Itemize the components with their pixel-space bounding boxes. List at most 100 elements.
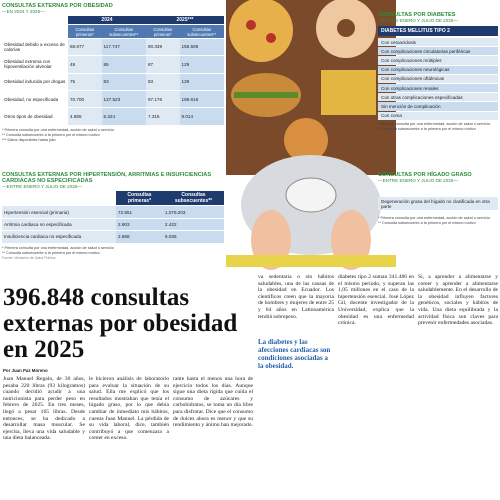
note: ** Consulta subsecuente a la primera por…: [2, 250, 100, 255]
cell: 87: [145, 55, 180, 74]
column-header: Consultas subsecuentes**: [101, 24, 146, 39]
pizza: [229, 0, 293, 62]
table-row: Otros tipos de obesidad 4.885 6.324 7.315 9.…: [2, 107, 224, 126]
row-label: Obesidad, no especificada: [2, 90, 68, 109]
table-row: Obesidad, no especificada 70.700 127.523 97…: [2, 90, 224, 109]
corner: [2, 191, 116, 207]
column-header: Consultas primeras*: [145, 24, 180, 39]
source: Fuente: Ministerio de Salud Pública: [2, 255, 56, 260]
diabetes-item: Con complicaciones múltiples: [378, 56, 498, 65]
cell: 155.508: [179, 38, 224, 57]
article-column: le hicieron análisis de laboratorio para…: [89, 376, 169, 442]
diabetes-item: Con complicaciones renales: [378, 83, 498, 93]
column-header: Consultas primeras*: [68, 24, 102, 39]
box-title: CONSULTAS POR DIABETES: [378, 12, 456, 18]
box-subtitle: —ENTRE ENERO Y JULIO DE 2025—: [378, 178, 458, 183]
row-label: Insuficiencia cardiaca no especificada: [2, 230, 116, 244]
cell: 83: [101, 73, 146, 91]
headline: 396.848 consultas externas por obesidad …: [3, 284, 238, 363]
cell: 2.668: [116, 230, 164, 244]
cell: 49: [68, 55, 102, 74]
food-and-scale-photo: [226, 0, 396, 270]
obesity-table-block: CONSULTAS EXTERNAS POR OBESIDAD —EN 2024…: [2, 3, 224, 143]
measuring-tape: [226, 255, 396, 267]
cell: 72.851: [116, 205, 164, 219]
cell: 97.176: [145, 90, 180, 109]
diabetes-item: Con complicaciones oftálmicas: [378, 74, 498, 83]
note: * Primera consulta por una enfermedad, a…: [2, 245, 114, 250]
cell: 129: [179, 73, 224, 91]
article-column: Sí, a aprender a alimentarse y comer y a…: [418, 274, 498, 327]
article-column: rante hasta el menos una hora de ejercic…: [173, 376, 253, 429]
diabetes-item: Con otras complicaciones especificadas: [378, 93, 498, 102]
diabetes-item: Con complicaciones circulatorias perifér…: [378, 47, 498, 56]
header-row: 2024 2025***: [2, 16, 224, 26]
note: *** Datos disponibles hasta julio: [2, 137, 56, 142]
cell: 1.079.203: [163, 205, 224, 219]
table-row: Obesidad debido a exceso de calorías 68.9…: [2, 38, 224, 57]
byline: Por Juan Paz Moreno: [3, 368, 48, 373]
diabetes-list: Con cetoacidosis Con complicaciones circu…: [378, 38, 498, 120]
table-subtitle: —EN 2024 Y 2025—: [2, 9, 45, 14]
table-notes: * Primera consulta por una enfermedad, a…: [2, 128, 224, 143]
row-label: Obesidad extrema con hipoventilación alv…: [2, 55, 68, 74]
diabetes-item: Con cetoacidosis: [378, 38, 498, 47]
cell: 75: [68, 73, 102, 91]
table-row: Obesidad inducida por drogas 75 83 83 129: [2, 73, 224, 91]
header-row: Consultas primeras* Consultas subsecuente…: [2, 191, 224, 207]
column-header: Consultas subsecuentes**: [179, 24, 224, 39]
row-label: Arritmia cardiaca no especificada: [2, 218, 116, 232]
diabetes-item: Con coma: [378, 111, 498, 120]
cell: 85: [101, 55, 146, 74]
cell: 127.523: [101, 90, 146, 109]
note: * Primera consulta por una enfermedad, a…: [378, 121, 490, 126]
box-title: CONSULTAS POR HÍGADO GRASO: [378, 172, 472, 178]
table-title: CONSULTAS EXTERNAS POR HIPERTENSIÓN, ARR…: [2, 172, 212, 184]
fried-food: [284, 118, 328, 162]
cell: 4.885: [68, 107, 102, 126]
box-notes: * Primera consulta por una enfermedad, a…: [378, 216, 498, 226]
cell: 2.422: [163, 218, 224, 232]
cell: 9.014: [179, 107, 224, 126]
cell: 2.903: [116, 218, 164, 232]
cell: 6.324: [101, 107, 146, 126]
table-title: CONSULTAS EXTERNAS POR OBESIDAD: [2, 3, 113, 9]
year-header: 2024: [68, 16, 146, 26]
liver-item: Degeneración grasa del hígado no clasifi…: [378, 197, 498, 211]
cell: 169.616: [179, 90, 224, 109]
diabetes-box: CONSULTAS POR DIABETES —ENTRE ENERO Y JU…: [378, 12, 498, 132]
liver-box: CONSULTAS POR HÍGADO GRASO —ENTRE ENERO …: [378, 172, 498, 226]
table-notes: * Primera consulta por una enfermedad, a…: [2, 246, 224, 256]
table-subtitle: —ENTRE ENERO Y JULIO DE 2025—: [2, 184, 82, 189]
row-label: Obesidad inducida por drogas: [2, 73, 68, 91]
lettuce: [234, 92, 298, 98]
scale-dial: [285, 177, 337, 213]
box-subtitle: —ENTRE ENERO Y JULIO DE 2025—: [378, 18, 458, 23]
article-column: Juan Manuel Regalo, de 30 años, pesaba 2…: [3, 376, 85, 442]
cell: 6.036: [163, 230, 224, 244]
cardiac-table-block: CONSULTAS EXTERNAS POR HIPERTENSIÓN, ARR…: [2, 172, 224, 261]
cell: 90.339: [145, 38, 180, 57]
cell: 117.747: [101, 38, 146, 57]
cell: 7.315: [145, 107, 180, 126]
row-label: Otros tipos de obesidad: [2, 107, 68, 126]
diabetes-item: Con complicaciones neurológicas: [378, 65, 498, 74]
row-label: Obesidad debido a exceso de calorías: [2, 38, 68, 57]
cell: 83: [145, 73, 180, 91]
table-row: Hipertensión esencial (primaria) 72.851 1.…: [2, 205, 224, 219]
column-header: Consultas subsecuentes**: [163, 191, 224, 207]
note: * Primera consulta por una enfermedad, a…: [378, 216, 490, 221]
note: * Primera consulta por una enfermedad, a…: [2, 127, 114, 132]
note: ** Consulta subsecuente a la primera por…: [2, 132, 100, 137]
row-label: Hipertensión esencial (primaria): [2, 205, 116, 219]
note: ** Consulta subsecuente a la primera por…: [378, 126, 476, 131]
box-heading: DIABETES MELLITUS TIPO 2: [378, 26, 498, 36]
pull-quote: La diabetes y las afecciones cardiacas s…: [258, 338, 331, 370]
table-row: Insuficiencia cardiaca no especificada 2.…: [2, 230, 224, 244]
obesity-table: 2024 2025*** Consultas primeras* Consultas …: [2, 16, 224, 126]
pepperoni: [266, 33, 276, 43]
note: ** Consulta subsecuente a la primera por…: [378, 221, 476, 226]
cell: 70.700: [68, 90, 102, 109]
